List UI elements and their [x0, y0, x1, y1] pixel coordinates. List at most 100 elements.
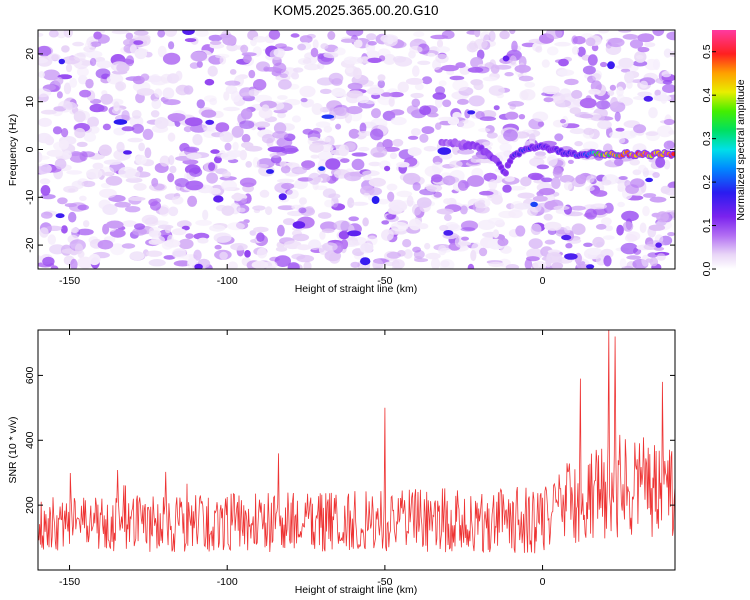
heatmap-cell	[545, 30, 563, 40]
heatmap-cell	[380, 34, 399, 43]
heatmap-cell	[616, 224, 624, 236]
heatmap-cell	[366, 235, 378, 246]
heatmap-cell	[102, 123, 111, 131]
heatmap-cell	[83, 220, 90, 228]
heatmap-cell	[551, 177, 561, 189]
heatmap-cell	[412, 182, 421, 191]
heatmap-cell	[145, 75, 162, 83]
heatmap-cell	[618, 30, 632, 33]
heatmap-cell	[347, 230, 362, 237]
heatmap-cell	[656, 125, 674, 138]
heatmap-cell	[663, 118, 675, 126]
heatmap-cell	[248, 69, 256, 79]
heatmap-cell	[533, 154, 547, 160]
x-tick-label: -150	[59, 275, 80, 287]
heatmap-cell	[386, 213, 396, 220]
heatmap-cell	[154, 117, 169, 129]
heatmap-cell	[471, 154, 485, 160]
heatmap-cell	[219, 33, 233, 38]
heatmap-cell	[161, 240, 174, 250]
heatmap-cell	[508, 186, 526, 191]
heatmap-cell	[488, 261, 504, 268]
heatmap-cell	[64, 203, 77, 208]
heatmap-cell	[457, 179, 469, 191]
heatmap-cell	[452, 79, 469, 92]
heatmap-cell	[150, 110, 160, 118]
heatmap-cell	[414, 83, 424, 91]
heatmap-cell	[492, 229, 500, 239]
heatmap-cell	[366, 87, 385, 96]
heatmap-cell	[671, 152, 675, 156]
heatmap-cell	[303, 261, 312, 269]
heatmap-cell	[488, 179, 498, 190]
heatmap-cell	[551, 262, 564, 269]
heatmap-cell	[646, 240, 665, 248]
heatmap-cell	[554, 133, 564, 142]
heatmap-cell	[467, 110, 476, 115]
heatmap-cell	[410, 92, 424, 99]
heatmap-cell	[87, 116, 99, 128]
heatmap-cell	[518, 114, 526, 120]
heatmap-cell	[79, 195, 87, 201]
heatmap-cell	[184, 117, 203, 127]
heatmap-cell	[412, 65, 420, 77]
heatmap-cell	[436, 208, 454, 215]
heatmap-cell	[641, 254, 650, 267]
heatmap-cell	[125, 206, 141, 213]
heatmap-cell	[377, 198, 390, 205]
heatmap-cell	[586, 247, 603, 256]
heatmap-cell	[408, 218, 422, 231]
heatmap-cell	[561, 234, 572, 241]
heatmap-cell	[637, 91, 652, 97]
heatmap-cell	[419, 133, 429, 143]
heatmap-cell	[377, 48, 391, 58]
heatmap-cell	[52, 126, 63, 135]
heatmap-cell	[577, 46, 586, 57]
heatmap-cell	[167, 113, 186, 122]
heatmap-cell	[83, 132, 97, 143]
heatmap-cell	[136, 88, 155, 96]
x-tick-label: -50	[377, 576, 392, 588]
heatmap-cell	[231, 125, 244, 138]
heatmap-cell	[70, 227, 79, 233]
heatmap-cell	[308, 172, 321, 185]
heatmap-cell	[42, 256, 55, 267]
heatmap-cell	[327, 31, 336, 40]
heatmap-cell	[74, 127, 86, 139]
heatmap-cell	[38, 57, 48, 64]
snr-x-axis-label: Height of straight line (km)	[295, 584, 418, 596]
y-tick-label: 10	[24, 96, 36, 108]
heatmap-cell	[320, 43, 329, 50]
heatmap-cell	[219, 131, 233, 143]
heatmap-cell	[213, 195, 224, 203]
heatmap-cell	[317, 212, 332, 219]
heatmap-cell	[244, 250, 251, 258]
heatmap-cell	[38, 88, 52, 98]
heatmap-cell	[574, 141, 583, 147]
heatmap-cell	[653, 58, 661, 71]
heatmap-cell	[467, 67, 484, 73]
heatmap-cell	[389, 152, 398, 160]
heatmap-cell	[530, 201, 538, 207]
heatmap-cell	[528, 238, 543, 249]
heatmap-cell	[111, 30, 130, 35]
y-tick-label: 0	[24, 146, 36, 152]
heatmap-cell	[253, 79, 267, 91]
heatmap-cell	[597, 120, 612, 130]
heatmap-cell	[535, 46, 543, 53]
heatmap-cell	[609, 131, 625, 139]
heatmap-cell	[169, 165, 177, 174]
heatmap-cell	[639, 80, 648, 89]
snr-y-ticks: 200 400 600	[24, 366, 675, 514]
heatmap-cell	[541, 59, 550, 68]
heatmap-cell	[364, 100, 376, 105]
heatmap-cell	[208, 187, 221, 195]
heatmap-cell	[88, 253, 101, 266]
heatmap-cell	[648, 224, 666, 231]
heatmap-cell	[633, 124, 647, 134]
heatmap-cell	[604, 225, 613, 232]
heatmap-cell	[331, 107, 350, 120]
heatmap-cell	[449, 75, 465, 81]
heatmap-cell	[479, 31, 491, 41]
colorbar: 0.0 0.1 0.2 0.3 0.4 0.5 Normalized spectral a…	[701, 30, 747, 276]
